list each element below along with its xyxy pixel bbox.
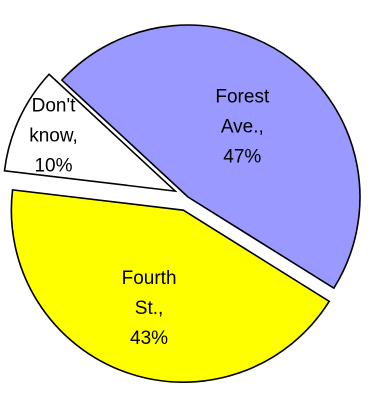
- data-label-line: 47%: [223, 147, 261, 168]
- pie-labels: Forest Ave., 47% Fourth St., 43% Don't know, 10%: [29, 87, 270, 350]
- pie-slice-forest-ave: [60, 24, 361, 290]
- pie-slice-fourth-st: [10, 188, 331, 383]
- data-label-line: Don't: [32, 96, 76, 117]
- data-label-line: Ave.,: [221, 117, 264, 138]
- data-label-line: St.,: [135, 298, 164, 319]
- data-label-line: Fourth: [122, 268, 177, 289]
- data-label-line: know,: [29, 126, 78, 147]
- data-label-line: 10%: [34, 156, 72, 177]
- data-label-line: 43%: [130, 328, 168, 349]
- data-label-forest-ave: Forest Ave., 47%: [215, 87, 270, 168]
- pie-slices: [3, 24, 361, 383]
- data-label-line: Forest: [215, 87, 270, 108]
- data-label-fourth-st: Fourth St., 43%: [122, 268, 177, 349]
- data-label-don-t-know: Don't know, 10%: [29, 96, 78, 177]
- pie-slice-don-t-know: [3, 73, 178, 193]
